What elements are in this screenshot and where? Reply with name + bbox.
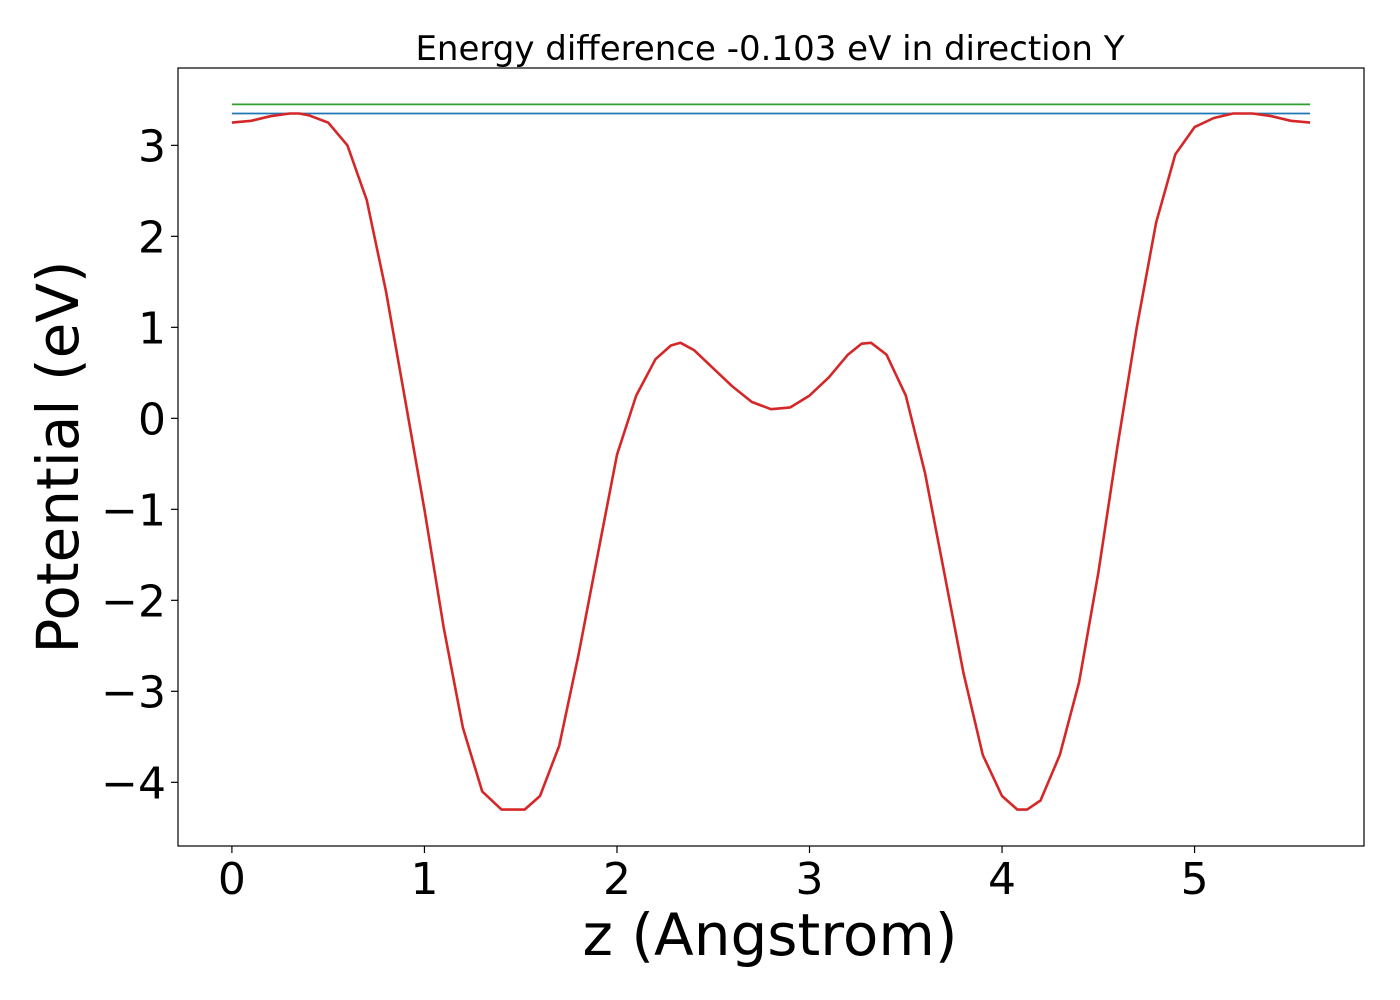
y-tick-label: −1 — [101, 485, 166, 536]
x-tick-label: 4 — [988, 854, 1016, 905]
series-line-3 — [231, 112, 1311, 811]
x-tick-label: 1 — [410, 854, 438, 905]
plot-area — [231, 103, 1311, 811]
plot-frame — [177, 67, 1365, 847]
y-tick-label: 0 — [138, 394, 166, 445]
chart-title: Energy difference -0.103 eV in direction… — [415, 29, 1124, 69]
y-tick-label: −2 — [101, 576, 166, 627]
x-tick-label: 3 — [796, 854, 824, 905]
x-axis: 0 1 2 3 4 5 — [218, 846, 1209, 905]
y-axis: 3 2 1 0 −1 −2 −3 −4 — [101, 121, 178, 809]
y-tick-label: 2 — [138, 212, 166, 263]
y-tick-label: 3 — [138, 121, 166, 172]
y-tick-label: −3 — [101, 667, 166, 718]
y-tick-label: −4 — [101, 758, 166, 809]
x-tick-label: 0 — [218, 854, 246, 905]
y-axis-label: Potential (eV) — [24, 260, 92, 653]
y-tick-label: 1 — [138, 303, 166, 354]
x-axis-label: z (Angstrom) — [583, 901, 958, 969]
x-tick-label: 2 — [603, 854, 631, 905]
x-tick-label: 5 — [1181, 854, 1209, 905]
